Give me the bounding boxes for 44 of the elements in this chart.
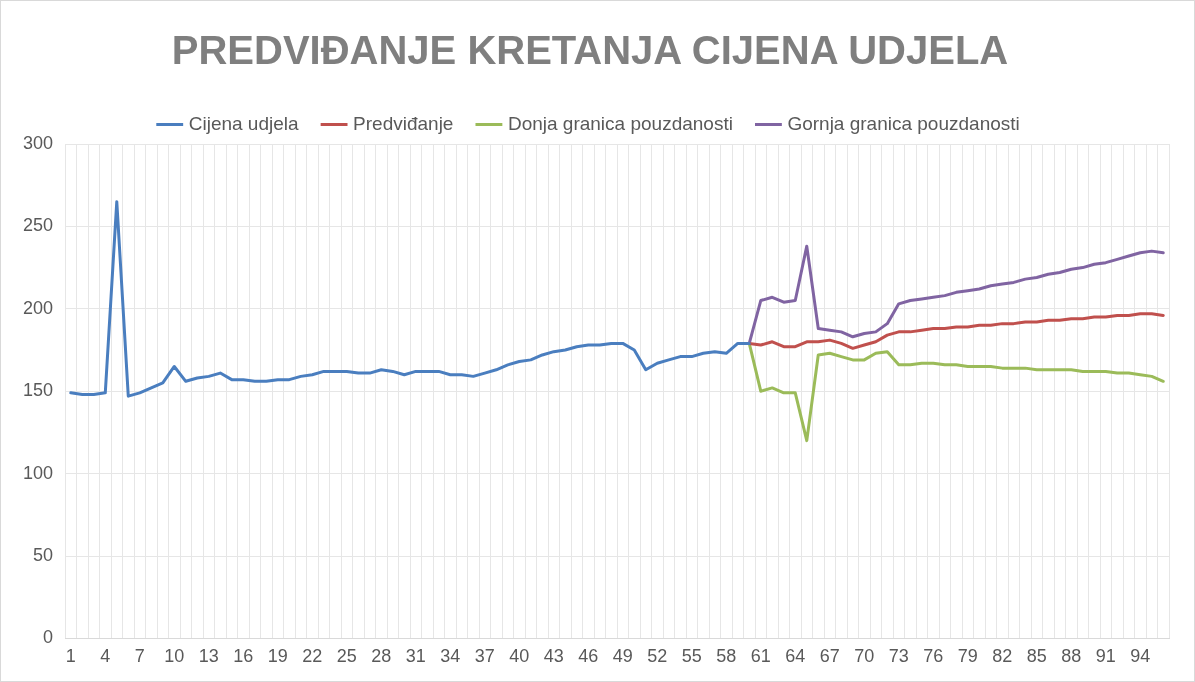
x-tick-label: 40 — [509, 646, 530, 667]
x-tick-label: 43 — [543, 646, 564, 667]
x-tick-label: 49 — [612, 646, 633, 667]
x-tick-label: 28 — [371, 646, 392, 667]
y-tick-label: 0 — [43, 627, 54, 648]
x-tick-label: 82 — [992, 646, 1013, 667]
x-tick-label: 7 — [134, 646, 145, 667]
x-tick-label: 88 — [1061, 646, 1082, 667]
x-tick-label: 22 — [302, 646, 323, 667]
chart-title: PREDVIĐANJE KRETANJA CIJENA UDJELA — [171, 28, 1009, 73]
x-tick-label: 76 — [923, 646, 944, 667]
x-tick-label: 46 — [578, 646, 599, 667]
legend-label: Gornja granica pouzdanosti — [787, 112, 1020, 134]
legend-label: Cijena udjela — [188, 112, 300, 134]
x-tick-label: 94 — [1130, 646, 1151, 667]
y-tick-label: 250 — [22, 215, 54, 236]
x-tick-label: 19 — [267, 646, 288, 667]
x-tick-label: 64 — [785, 646, 806, 667]
x-tick-label: 16 — [233, 646, 254, 667]
y-tick-label: 50 — [33, 544, 54, 565]
x-tick-label: 34 — [440, 646, 461, 667]
y-tick-label: 150 — [22, 380, 54, 401]
y-tick-label: 200 — [22, 297, 54, 318]
y-tick-label: 100 — [22, 462, 54, 483]
x-tick-label: 91 — [1095, 646, 1116, 667]
x-tick-label: 85 — [1026, 646, 1047, 667]
x-tick-label: 13 — [198, 646, 219, 667]
x-tick-label: 67 — [819, 646, 840, 667]
x-tick-label: 1 — [65, 646, 76, 667]
legend-label: Donja granica pouzdanosti — [507, 112, 733, 134]
x-tick-label: 55 — [681, 646, 702, 667]
x-tick-label: 70 — [854, 646, 875, 667]
legend-label: Predviđanje — [353, 112, 454, 134]
x-tick-label: 31 — [405, 646, 426, 667]
x-tick-label: 58 — [716, 646, 737, 667]
x-tick-label: 73 — [888, 646, 909, 667]
x-tick-label: 37 — [474, 646, 495, 667]
x-tick-label: 79 — [957, 646, 978, 667]
x-tick-label: 61 — [750, 646, 771, 667]
x-tick-label: 4 — [100, 646, 111, 667]
x-tick-label: 25 — [336, 646, 357, 667]
x-tick-label: 52 — [647, 646, 668, 667]
x-tick-label: 10 — [164, 646, 185, 667]
y-tick-label: 300 — [22, 132, 54, 153]
